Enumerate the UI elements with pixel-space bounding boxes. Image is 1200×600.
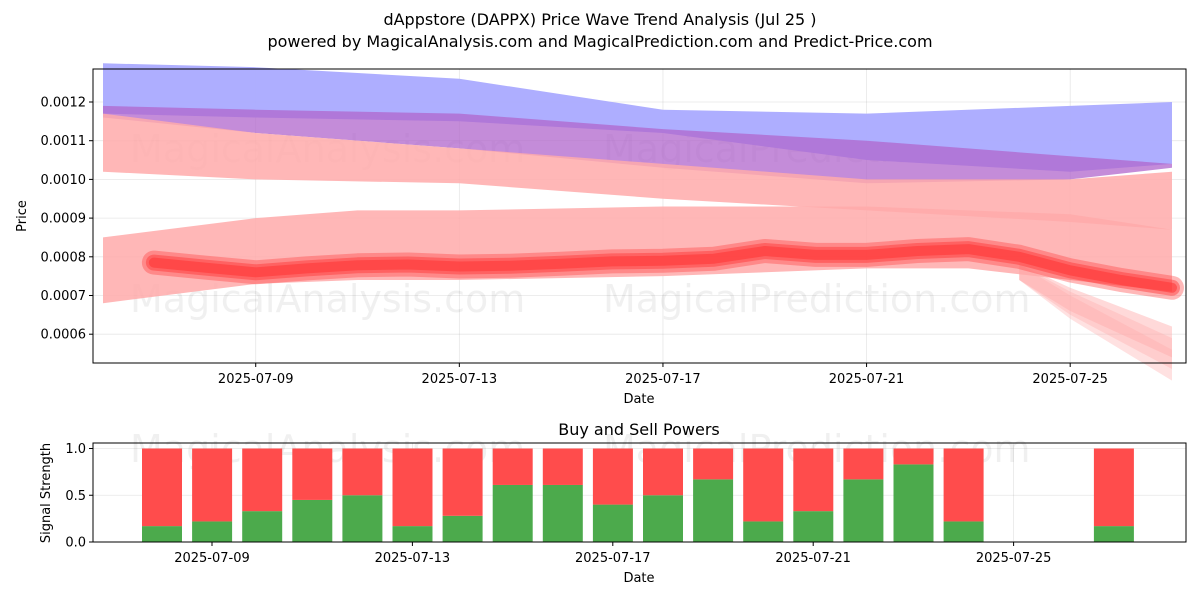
buy-bar: [1093, 526, 1134, 542]
tick-label-x: 2025-07-13: [375, 551, 451, 566]
sell-bar: [292, 448, 333, 500]
buy-bar: [292, 499, 333, 542]
tick-label-x: 2025-07-21: [775, 551, 851, 566]
buy-bar: [192, 521, 233, 542]
sell-bar: [542, 448, 583, 485]
sell-bar: [793, 448, 834, 512]
buy-bar: [893, 464, 934, 542]
forecast-fan: [1019, 264, 1172, 358]
tick-label-y: 0.0006: [41, 328, 87, 343]
forecast-fan: [1019, 264, 1172, 369]
forecast-fan: [1019, 264, 1172, 381]
power-panel: Buy and Sell Powers MagicalAnalysis.com …: [39, 420, 1187, 586]
price-plot-frame: [92, 68, 1187, 364]
sell-bar: [743, 448, 784, 522]
tick-label-y: 0.0007: [41, 289, 87, 304]
sell-bar: [492, 448, 533, 485]
price-trend-line: [148, 244, 1177, 293]
tick-label-y: 0.0010: [41, 173, 87, 188]
tick-label-y: 0.0009: [41, 212, 87, 227]
sell-bar: [342, 448, 383, 496]
chart-subtitle: powered by MagicalAnalysis.com and Magic…: [267, 32, 932, 51]
buy-bar: [242, 511, 283, 542]
buy-bar: [142, 526, 182, 542]
sell-bar: [643, 448, 683, 496]
tick-label-y: 0.5: [65, 489, 86, 504]
buy-bar: [592, 504, 633, 542]
sell-bar: [442, 448, 483, 516]
tick-label-y: 0.0008: [41, 250, 87, 265]
price-y-axis-label: Price: [15, 200, 30, 232]
tick-label-x: 2025-07-25: [1032, 372, 1108, 387]
sell-bar: [693, 448, 734, 480]
tick-label-x: 2025-07-21: [829, 372, 905, 387]
power-bars: [142, 448, 1134, 542]
buy-bar: [793, 511, 834, 542]
buy-bar: [392, 526, 433, 542]
buy-bar: [943, 521, 984, 542]
buy-bar: [492, 484, 533, 542]
tick-label-x: 2025-07-09: [218, 372, 294, 387]
sell-bar: [192, 448, 233, 522]
tick-label-y: 0.0012: [41, 96, 87, 111]
price-axes: 0.0006 0.0007 0.0008 0.0009 0.0010 0.0011 0.00…: [41, 96, 1108, 388]
power-x-axis-label: Date: [623, 571, 654, 586]
tick-label-x: 2025-07-25: [976, 551, 1052, 566]
buy-bar: [743, 521, 784, 542]
power-y-axis-label: Signal Strength: [39, 443, 54, 543]
tick-label-y: 0.0011: [41, 134, 87, 149]
buy-bar: [843, 479, 884, 542]
tick-label-x: 2025-07-17: [625, 372, 701, 387]
price-x-axis-label: Date: [623, 392, 654, 407]
buy-bar: [342, 495, 383, 542]
sell-bar: [893, 448, 934, 465]
watermark: MagicalPrediction.com: [603, 277, 1031, 321]
tick-label-x: 2025-07-13: [422, 372, 498, 387]
buy-bar: [693, 479, 734, 542]
buy-bar: [442, 515, 483, 542]
buy-bar: [643, 495, 683, 542]
tick-label-y: 1.0: [65, 442, 86, 457]
price-band: [103, 113, 1172, 230]
price-panel: MagicalAnalysis.com MagicalPrediction.co…: [15, 63, 1187, 407]
sell-bar: [142, 448, 182, 527]
tick-label-x: 2025-07-17: [575, 551, 651, 566]
price-series: [103, 63, 1184, 381]
power-chart-title: Buy and Sell Powers: [558, 420, 720, 439]
sell-bar: [843, 448, 884, 480]
sell-bar: [242, 448, 283, 512]
price-band: [103, 206, 1172, 304]
sell-bar: [592, 448, 633, 505]
price-band: [103, 105, 1172, 184]
sell-bar: [392, 448, 433, 527]
sell-bar: [943, 448, 984, 522]
tick-label-x: 2025-07-09: [174, 551, 250, 566]
tick-label-y: 0.0: [65, 536, 86, 551]
power-plot-frame: [92, 442, 1187, 543]
sell-bar: [1093, 448, 1134, 527]
power-axes: 0.0 0.5 1.0 2025-07-09 2025-07-13 2025-07-17 2…: [65, 442, 1051, 566]
chart-title: dAppstore (DAPPX) Price Wave Trend Analy…: [383, 10, 816, 29]
buy-bar: [542, 484, 583, 542]
